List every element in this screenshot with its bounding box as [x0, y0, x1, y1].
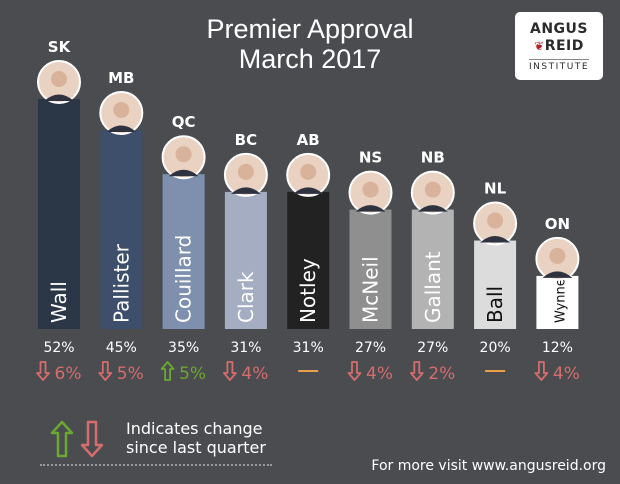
- bar-name-label: Notley: [296, 258, 320, 323]
- bar-clark: [224, 191, 267, 329]
- portrait-face: [113, 101, 130, 118]
- up-arrow-icon: [160, 361, 175, 381]
- bar-name-label: Wynne: [553, 278, 568, 323]
- change-value: 5%: [117, 364, 144, 384]
- bar-name-label: Clark: [234, 271, 258, 323]
- up-arrow-icon: [50, 420, 74, 458]
- bar-ball: [474, 240, 517, 329]
- bar-name-label: Ball: [483, 286, 507, 323]
- bar-wynne: [536, 275, 579, 329]
- province-label: QC: [172, 113, 196, 131]
- change-value: 2%: [428, 364, 455, 384]
- portrait-face: [424, 181, 441, 198]
- down-arrow-icon: [223, 361, 237, 381]
- approval-value: 20%: [480, 340, 511, 356]
- approval-value: 35%: [168, 340, 199, 356]
- portrait-shoulders: [293, 187, 324, 194]
- approval-value: 31%: [230, 340, 261, 356]
- bar-gallant: [411, 209, 454, 329]
- down-arrow-icon: [534, 361, 549, 381]
- bar-notley: [287, 191, 330, 329]
- province-label: ON: [545, 215, 570, 233]
- down-arrow-icon: [98, 361, 113, 381]
- approval-value: 27%: [355, 340, 386, 356]
- approval-value: 45%: [106, 340, 137, 356]
- bar-name-label: McNeil: [359, 256, 383, 323]
- change-value: 4%: [241, 364, 268, 384]
- portrait-shoulders: [106, 125, 137, 132]
- bar-mcneil: [349, 209, 392, 329]
- down-arrow-icon: [80, 420, 104, 458]
- bar-name-label: Wall: [47, 281, 71, 323]
- bar-name-label: Pallister: [109, 243, 133, 323]
- legend-line-2: since last quarter: [126, 438, 266, 457]
- bar-name-label: Gallant: [421, 251, 445, 323]
- legend-text: Indicates change since last quarter: [126, 419, 266, 457]
- chart-title-line: Premier Approval: [206, 14, 414, 44]
- portrait-shoulders: [168, 169, 199, 177]
- logo-line-1: ANGUS: [530, 21, 588, 37]
- province-label: NS: [359, 149, 382, 167]
- portrait-face: [51, 71, 67, 87]
- legend-arrows: [50, 420, 104, 458]
- approval-value: 27%: [417, 340, 448, 356]
- no-change-dash: [485, 370, 506, 372]
- portrait-shoulders: [230, 187, 261, 194]
- portrait-face: [300, 163, 317, 180]
- chart-title: Premier Approval March 2017: [150, 14, 470, 74]
- no-change-dash: [298, 370, 319, 372]
- bar-pallister: [100, 129, 143, 329]
- down-arrow-icon: [409, 361, 424, 381]
- change-value: 4%: [366, 364, 393, 384]
- portrait-shoulders: [417, 205, 448, 212]
- portrait-shoulders: [480, 236, 511, 243]
- bar-chart: Wall SK 52% 6% Pallister MB 45% 5% Couillard QC 35…: [36, 38, 580, 384]
- approval-value: 12%: [542, 340, 573, 356]
- portrait-face: [549, 247, 566, 264]
- logo-line-3: INSTITUTE: [528, 59, 590, 72]
- province-label: MB: [108, 69, 134, 87]
- bar-name-label: Couillard: [172, 235, 196, 323]
- legend-line-1: Indicates change: [126, 419, 263, 438]
- portrait-shoulders: [355, 205, 386, 212]
- down-arrow-icon: [36, 361, 50, 381]
- province-label: BC: [235, 131, 257, 149]
- portrait-shoulders: [44, 94, 74, 101]
- angus-reid-logo: ANGUS ❦REID INSTITUTE: [515, 12, 603, 80]
- footer-link[interactable]: For more visit www.angusreid.org: [371, 458, 606, 474]
- logo-line-2: REID: [544, 38, 584, 54]
- province-label: AB: [297, 131, 320, 149]
- maple-leaf-icon: ❦: [534, 39, 545, 53]
- province-label: SK: [48, 38, 72, 56]
- down-arrow-icon: [347, 361, 362, 381]
- change-value: 4%: [553, 364, 580, 384]
- portrait-face: [175, 146, 192, 163]
- chart-subtitle: March 2017: [238, 44, 382, 74]
- bar-couillard: [162, 174, 205, 329]
- province-label: NB: [421, 149, 445, 167]
- portrait-shoulders: [542, 271, 573, 278]
- portrait-face: [237, 163, 254, 180]
- legend-divider: [40, 464, 272, 466]
- province-label: NL: [484, 180, 507, 198]
- approval-value: 52%: [43, 340, 74, 356]
- portrait-face: [487, 212, 504, 229]
- portrait-face: [362, 181, 379, 198]
- change-value: 6%: [55, 364, 82, 384]
- approval-value: 31%: [293, 340, 324, 356]
- change-value: 5%: [179, 364, 206, 384]
- bar-wall: [38, 99, 80, 329]
